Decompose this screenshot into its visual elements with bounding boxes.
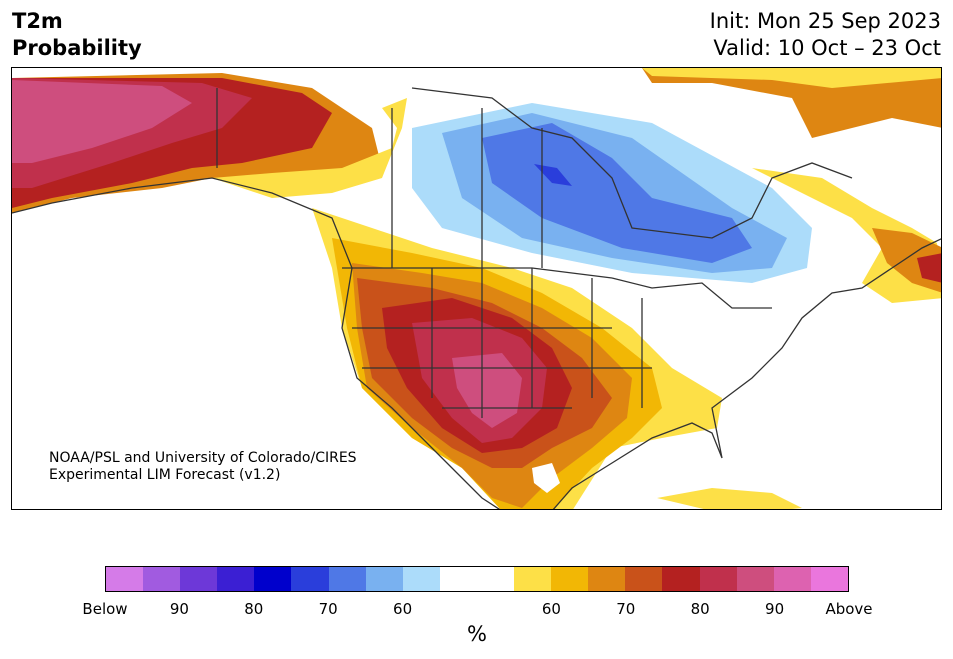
colorbar-tick-label: 90 [765,600,785,618]
colorbar-swatch [625,567,663,591]
title-line-2: Probability [12,36,142,60]
newfoundland-hot [917,253,941,283]
colorbar-tick-label: 80 [690,600,710,618]
canada-cold-strong [482,123,752,263]
map-svg [12,68,941,509]
alaska-coast-band [212,98,407,198]
colorbar-swatch [588,567,626,591]
colorbar-tick-label: Below [82,600,128,618]
colorbar-tick-label: 60 [541,600,561,618]
colorbar-swatch [180,567,218,591]
colorbar-swatch [143,567,181,591]
colorbar-swatch [106,567,144,591]
colorbar-tick-label: 70 [616,600,636,618]
probability-map: NOAA/PSL and University of Colorado/CIRE… [11,67,942,510]
colorbar-swatch [365,567,403,591]
coastlines [12,87,941,509]
canada-cold-max [534,164,572,186]
colorbar-swatch [551,567,589,591]
colorbar-swatch [439,567,477,591]
colorbar-unit: % [467,622,487,646]
hudson-north-warm [642,68,941,138]
credit-line-2: Experimental LIM Forecast (v1.2) [49,467,281,483]
colorbar-tick-label: 70 [318,600,338,618]
mexico-pale-spot [532,463,560,493]
colorbar-swatch [736,567,774,591]
colorbar-tick-label: 90 [169,600,189,618]
colorbar-tick-label: Above [825,600,873,618]
valid-range: Valid: 10 Oct – 23 Oct [713,36,941,60]
colorbar-swatch [476,567,515,591]
colorbar-swatch [699,567,737,591]
hudson-north-yellow [642,68,941,88]
colorbar-swatch [810,567,848,591]
colorbar-swatch [217,567,255,591]
date-info: Init: Mon 25 Sep 2023 Valid: 10 Oct – 23… [710,8,941,62]
colorbar-swatch [254,567,292,591]
alaska-max-zone [12,80,192,163]
chart-title: T2m Probability [12,8,142,62]
cuba-yellow [657,488,802,509]
colorbar-tick-label: 60 [393,600,413,618]
colorbar-swatch [291,567,329,591]
colorbar-swatch [328,567,366,591]
colorbar [105,566,849,592]
credit-text: NOAA/PSL and University of Colorado/CIRE… [49,450,357,484]
title-line-1: T2m [12,9,63,33]
colorbar-tick-label: 80 [244,600,264,618]
colorbar-swatch [662,567,700,591]
colorbar-swatch [514,567,552,591]
init-date: Init: Mon 25 Sep 2023 [709,9,941,33]
colorbar-swatch [773,567,811,591]
west-us-max [452,353,522,428]
credit-line-1: NOAA/PSL and University of Colorado/CIRE… [49,450,357,466]
colorbar-swatch [402,567,440,591]
east-canada-yellow [752,168,941,303]
